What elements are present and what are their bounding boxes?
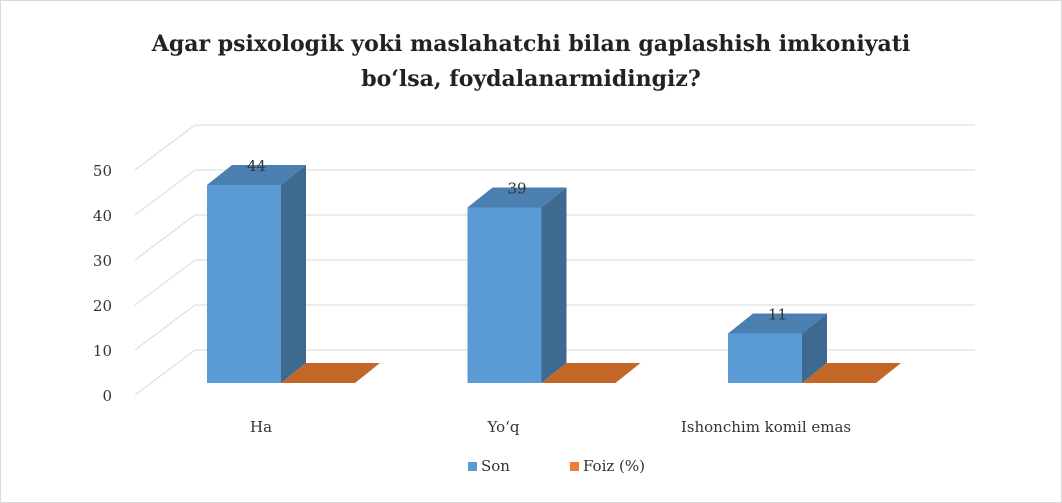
- bar: [728, 313, 827, 383]
- grid-line: [134, 349, 196, 396]
- bar: [281, 363, 380, 383]
- grid-line: [134, 124, 196, 171]
- bar-top: [541, 363, 641, 383]
- y-tick-label: 0: [102, 387, 112, 405]
- data-label: 39: [507, 180, 526, 198]
- legend-swatch: [569, 462, 579, 471]
- y-tick-label: 40: [93, 207, 112, 225]
- grid-line: [134, 214, 196, 261]
- y-tick-label: 30: [93, 252, 112, 270]
- bar: [541, 363, 641, 383]
- grid-line: [134, 259, 196, 306]
- bar-top: [207, 165, 306, 185]
- bar-front: [207, 185, 281, 383]
- y-tick-label: 20: [93, 297, 112, 315]
- data-label: 44: [247, 157, 266, 175]
- legend-swatch: [468, 462, 477, 471]
- legend-label: Son: [481, 457, 510, 475]
- chart-title: Agar psixologik yoki maslahatchi bilan g…: [151, 31, 911, 57]
- bar: [802, 363, 901, 383]
- bar-side: [541, 187, 567, 383]
- grid-line: [134, 169, 196, 216]
- bar: [207, 165, 306, 383]
- x-tick-label: Ha: [250, 418, 272, 436]
- x-tick-label: Ishonchim komil emas: [681, 418, 851, 436]
- grid-line: [134, 304, 196, 351]
- bar-side: [802, 313, 827, 383]
- y-tick-label: 10: [93, 342, 112, 360]
- bar-front: [728, 333, 802, 383]
- legend-label: Foiz (%): [583, 457, 645, 475]
- bar-top: [728, 313, 827, 334]
- x-tick-label: Yo‘q: [487, 418, 520, 436]
- bar-front: [467, 207, 542, 383]
- bar-top: [467, 187, 567, 208]
- bar-top: [281, 363, 380, 383]
- data-label: 11: [768, 306, 787, 324]
- y-tick-label: 50: [93, 162, 112, 180]
- bar: [467, 187, 567, 383]
- bar-side: [281, 165, 306, 383]
- bar-top: [802, 363, 901, 383]
- chart-title: bo‘lsa, foydalanarmidingiz?: [361, 66, 701, 92]
